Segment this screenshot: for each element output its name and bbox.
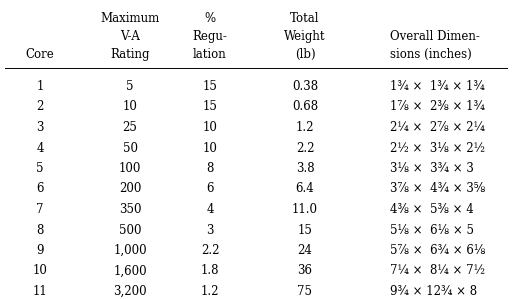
Text: 6: 6	[36, 182, 44, 196]
Text: 8: 8	[36, 223, 44, 237]
Text: 350: 350	[119, 203, 141, 216]
Text: 15: 15	[203, 100, 218, 114]
Text: 2½ ×  3⅛ × 2½: 2½ × 3⅛ × 2½	[390, 141, 485, 155]
Text: 2¼ ×  2⅞ × 2¼: 2¼ × 2⅞ × 2¼	[390, 121, 485, 134]
Text: 2: 2	[36, 100, 44, 114]
Text: 11: 11	[33, 285, 48, 298]
Text: 5⅞ ×  6¾ × 6⅛: 5⅞ × 6¾ × 6⅛	[390, 244, 485, 257]
Text: 3: 3	[206, 223, 214, 237]
Text: 1.2: 1.2	[201, 285, 219, 298]
Text: 3⅞ ×  4¾ × 3⅝: 3⅞ × 4¾ × 3⅝	[390, 182, 485, 196]
Text: 36: 36	[297, 265, 312, 277]
Text: 25: 25	[122, 121, 137, 134]
Text: 8: 8	[206, 162, 214, 175]
Text: 9¾ × 12¾ × 8: 9¾ × 12¾ × 8	[390, 285, 477, 298]
Text: 4: 4	[36, 141, 44, 155]
Text: V-A: V-A	[120, 30, 140, 43]
Text: 3.8: 3.8	[296, 162, 314, 175]
Text: Regu-: Regu-	[193, 30, 227, 43]
Text: 1¾ ×  1¾ × 1¾: 1¾ × 1¾ × 1¾	[390, 80, 485, 93]
Text: 50: 50	[122, 141, 138, 155]
Text: 1,600: 1,600	[113, 265, 147, 277]
Text: 10: 10	[203, 121, 218, 134]
Text: Rating: Rating	[110, 48, 150, 61]
Text: 15: 15	[203, 80, 218, 93]
Text: 6.4: 6.4	[295, 182, 314, 196]
Text: 4⅜ ×  5⅜ × 4: 4⅜ × 5⅜ × 4	[390, 203, 474, 216]
Text: 100: 100	[119, 162, 141, 175]
Text: 5⅛ ×  6⅛ × 5: 5⅛ × 6⅛ × 5	[390, 223, 474, 237]
Text: 1: 1	[36, 80, 44, 93]
Text: 200: 200	[119, 182, 141, 196]
Text: 3⅛ ×  3¾ × 3: 3⅛ × 3¾ × 3	[390, 162, 474, 175]
Text: 5: 5	[126, 80, 134, 93]
Text: Maximum: Maximum	[100, 12, 160, 25]
Text: 10: 10	[33, 265, 48, 277]
Text: Overall Dimen-: Overall Dimen-	[390, 30, 480, 43]
Text: 500: 500	[119, 223, 141, 237]
Text: 9: 9	[36, 244, 44, 257]
Text: 10: 10	[122, 100, 137, 114]
Text: 75: 75	[297, 285, 312, 298]
Text: %: %	[204, 12, 216, 25]
Text: sions (inches): sions (inches)	[390, 48, 472, 61]
Text: 11.0: 11.0	[292, 203, 318, 216]
Text: 24: 24	[297, 244, 312, 257]
Text: 3,200: 3,200	[113, 285, 147, 298]
Text: Core: Core	[26, 48, 54, 61]
Text: 1⅞ ×  2⅜ × 1¾: 1⅞ × 2⅜ × 1¾	[390, 100, 485, 114]
Text: 4: 4	[206, 203, 214, 216]
Text: 1.2: 1.2	[296, 121, 314, 134]
Text: Weight: Weight	[284, 30, 326, 43]
Text: (lb): (lb)	[295, 48, 315, 61]
Text: 10: 10	[203, 141, 218, 155]
Text: 7¼ ×  8¼ × 7½: 7¼ × 8¼ × 7½	[390, 265, 485, 277]
Text: 1,000: 1,000	[113, 244, 147, 257]
Text: 3: 3	[36, 121, 44, 134]
Text: 7: 7	[36, 203, 44, 216]
Text: 0.38: 0.38	[292, 80, 318, 93]
Text: lation: lation	[193, 48, 227, 61]
Text: 5: 5	[36, 162, 44, 175]
Text: 2.2: 2.2	[296, 141, 314, 155]
Text: 2.2: 2.2	[201, 244, 219, 257]
Text: 0.68: 0.68	[292, 100, 318, 114]
Text: 6: 6	[206, 182, 214, 196]
Text: 15: 15	[297, 223, 312, 237]
Text: 1.8: 1.8	[201, 265, 219, 277]
Text: Total: Total	[290, 12, 320, 25]
